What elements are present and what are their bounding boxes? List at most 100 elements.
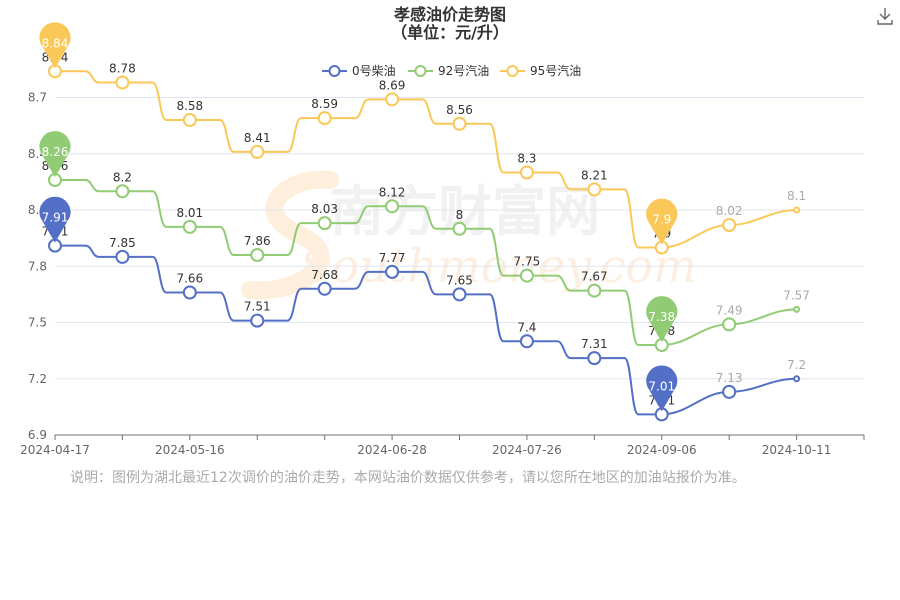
data-label: 8.41	[244, 131, 271, 145]
data-point[interactable]	[519, 268, 534, 283]
data-label: 8.69	[379, 78, 406, 92]
legend-symbol	[328, 65, 341, 77]
data-point[interactable]	[519, 334, 534, 349]
max-pin: 8.84	[39, 22, 71, 69]
data-label: 8.2	[113, 170, 132, 184]
legend-item[interactable]: 92号汽油	[408, 63, 489, 78]
data-point[interactable]	[250, 144, 265, 159]
data-label: 8.02	[716, 204, 743, 218]
pin-label: 8.84	[42, 36, 69, 50]
min-pin: 7.9	[646, 198, 678, 245]
y-tick-label: 7.8	[28, 259, 47, 273]
data-label: 8.78	[109, 62, 136, 76]
data-label: 7.4	[517, 320, 536, 334]
data-point[interactable]	[182, 113, 197, 127]
legend-item[interactable]: 95号汽油	[500, 63, 581, 78]
download-icon[interactable]	[876, 6, 894, 26]
y-tick-label: 8.7	[28, 91, 47, 105]
data-point[interactable]	[722, 317, 737, 332]
data-label: 7.85	[109, 236, 136, 250]
data-point[interactable]	[317, 281, 332, 296]
data-point[interactable]	[793, 305, 801, 313]
min-pin: 7.01	[646, 365, 678, 412]
data-label: 7.51	[244, 300, 271, 314]
data-point[interactable]	[452, 221, 467, 236]
pin-shape	[39, 196, 71, 243]
min-pin: 7.38	[646, 296, 678, 342]
y-tick-label: 7.2	[28, 372, 47, 386]
legend-item[interactable]: 0号柴油	[322, 64, 396, 78]
data-label: 8.3	[517, 152, 536, 166]
y-tick-label: 7.5	[28, 316, 47, 330]
data-point[interactable]	[250, 313, 265, 328]
series-layer	[48, 64, 801, 422]
data-point[interactable]	[385, 92, 400, 107]
data-point[interactable]	[722, 218, 737, 232]
pin-shape	[39, 22, 71, 69]
y-tick-label: 6.9	[28, 428, 47, 442]
data-label: 7.67	[581, 270, 608, 284]
data-point[interactable]	[182, 219, 197, 234]
x-tick-label: 2024-07-26	[492, 443, 562, 457]
pin-label: 8.26	[42, 145, 69, 159]
data-label: 8.58	[176, 99, 203, 113]
data-label: 7.75	[514, 255, 541, 269]
data-point[interactable]	[250, 248, 265, 262]
data-label: 7.68	[311, 268, 338, 282]
data-label: 8.12	[379, 185, 406, 199]
data-label: 7.57	[783, 288, 810, 302]
pin-label: 7.91	[42, 211, 69, 225]
max-pin: 7.91	[39, 196, 71, 243]
pin-label: 7.38	[648, 310, 675, 324]
markpoints: 7.91 7.01 8.26 7.38 8.84 7.9	[39, 22, 678, 412]
data-point[interactable]	[587, 351, 602, 366]
grid	[55, 97, 864, 436]
x-axis: 2024-04-17 2024-05-16 2024-06-28 2024-07-26…	[20, 434, 865, 457]
data-point[interactable]	[519, 165, 534, 180]
legend: 0号柴油 92号汽油 95号汽油	[322, 63, 581, 78]
chart-subtitle: （单位：元/升）	[391, 23, 509, 42]
data-point[interactable]	[385, 264, 400, 279]
legend-label: 0号柴油	[352, 64, 396, 78]
data-label: 7.2	[787, 358, 806, 372]
data-label: 7.13	[716, 371, 743, 385]
pin-label: 7.9	[652, 213, 671, 227]
data-point[interactable]	[115, 75, 130, 90]
data-point[interactable]	[793, 206, 801, 214]
data-point[interactable]	[317, 111, 332, 126]
x-tick-label: 2024-10-11	[762, 443, 832, 457]
data-point[interactable]	[722, 384, 737, 399]
data-label: 7.86	[244, 234, 271, 248]
data-point[interactable]	[385, 199, 400, 214]
chart-title: 孝感油价走势图	[393, 5, 506, 24]
data-label: 7.49	[716, 303, 743, 317]
max-pin: 8.26	[39, 131, 71, 177]
data-label: 7.65	[446, 273, 473, 287]
pin-shape	[646, 365, 678, 412]
data-label: 8.03	[311, 202, 338, 216]
data-point[interactable]	[115, 184, 130, 199]
data-point[interactable]	[317, 216, 332, 231]
pin-label: 7.01	[648, 379, 675, 393]
data-point[interactable]	[793, 375, 801, 383]
data-label: 8.1	[787, 189, 806, 203]
legend-label: 95号汽油	[530, 63, 581, 78]
data-point[interactable]	[587, 182, 602, 197]
legend-label: 92号汽油	[438, 63, 489, 78]
data-point[interactable]	[182, 285, 197, 300]
data-label: 7.77	[379, 251, 406, 265]
data-label: 8.01	[176, 206, 203, 220]
legend-symbol	[506, 65, 519, 77]
data-label: 8	[456, 208, 464, 222]
x-tick-label: 2024-09-06	[627, 443, 697, 457]
data-point[interactable]	[452, 287, 467, 302]
data-point[interactable]	[115, 249, 130, 264]
x-tick-label: 2024-04-17	[20, 443, 90, 457]
data-point[interactable]	[587, 283, 602, 298]
pin-shape	[646, 296, 678, 342]
data-point[interactable]	[452, 116, 467, 131]
x-tick-label: 2024-05-16	[155, 443, 225, 457]
watermark-cn-text: 南方财富网	[330, 180, 600, 243]
pin-shape	[646, 198, 678, 245]
pin-shape	[39, 131, 71, 177]
